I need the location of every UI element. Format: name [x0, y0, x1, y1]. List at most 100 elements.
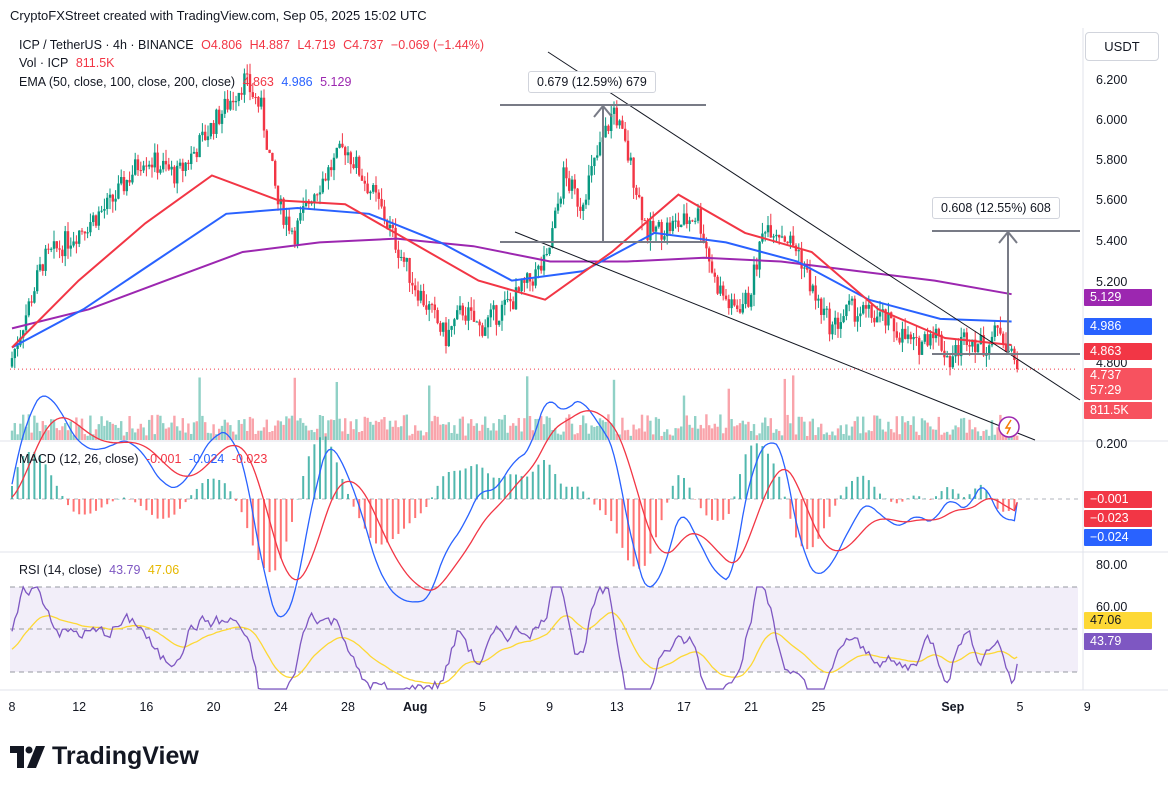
legend-macd-label[interactable]: MACD (12, 26, close) — [19, 452, 139, 466]
volume-bar — [92, 434, 95, 440]
candle — [901, 328, 904, 343]
volume-bar — [1010, 435, 1013, 440]
x-tick-label: 20 — [206, 700, 221, 714]
candle — [517, 287, 520, 292]
candle — [408, 257, 411, 283]
volume-bar — [559, 434, 562, 440]
macd-histogram-bar — [643, 499, 646, 566]
volume-bar — [783, 378, 786, 440]
macd-histogram-bar — [767, 453, 769, 499]
tradingview-logo[interactable]: TradingView — [10, 742, 199, 771]
volume-bar — [136, 428, 140, 440]
macd-histogram-bar — [408, 499, 411, 524]
candle — [114, 198, 117, 202]
macd-histogram-bar — [968, 494, 971, 499]
candle — [92, 215, 95, 223]
volume-bar — [38, 431, 42, 440]
y-tick-label: 5.200 — [1096, 275, 1128, 289]
macd-histogram-bar — [543, 460, 545, 499]
macd-histogram-bar — [828, 499, 831, 517]
candle — [764, 232, 767, 234]
legend-rsi-label[interactable]: RSI (14, close) — [19, 563, 102, 577]
volume-bar — [167, 427, 170, 440]
volume-bar — [282, 424, 285, 440]
candle — [551, 228, 554, 248]
volume-bar — [621, 417, 624, 440]
candle — [58, 248, 61, 250]
y-tick-label: 0.200 — [1096, 437, 1128, 451]
volume-bar — [83, 434, 86, 440]
x-tick-label: 16 — [139, 700, 154, 714]
macd-histogram-bar — [459, 470, 461, 499]
macd-histogram-bar — [901, 499, 904, 502]
y-tick-label: 6.000 — [1096, 113, 1128, 127]
macd-histogram-bar — [554, 474, 557, 499]
candle — [500, 304, 504, 321]
candle — [33, 291, 36, 303]
candle — [584, 199, 588, 205]
candle — [845, 304, 848, 317]
volume-bar — [509, 425, 512, 440]
volume-bar — [548, 417, 551, 440]
macd-histogram-bar — [632, 499, 635, 567]
legend-ema-label[interactable]: EMA (50, close, 100, close, 200, close) — [19, 75, 236, 89]
candle — [976, 344, 980, 353]
candle — [937, 328, 940, 335]
volume-bar — [251, 418, 254, 440]
candle — [1016, 360, 1019, 370]
macd-histogram-bar — [789, 499, 792, 519]
candle — [372, 185, 375, 192]
volume-bar — [666, 429, 669, 440]
volume-bar — [803, 421, 806, 440]
candle — [111, 194, 114, 202]
candle — [402, 256, 406, 262]
volume-bar — [688, 424, 691, 440]
candle — [864, 305, 868, 309]
candle — [131, 174, 134, 183]
candle — [86, 232, 89, 234]
x-tick-label: 24 — [273, 700, 288, 714]
macd-histogram-bar — [442, 476, 445, 499]
macd-histogram-bar — [95, 499, 97, 511]
macd-histogram-bar — [207, 478, 209, 499]
macd-histogram-bar — [839, 495, 842, 499]
legend-vol-label[interactable]: Vol · ICP — [19, 56, 69, 70]
volume-bar — [433, 415, 436, 440]
candle — [859, 313, 862, 317]
volume-bar — [349, 421, 352, 440]
macd-signal-line — [11, 410, 1018, 591]
volume-bar — [579, 425, 582, 440]
volume-bar — [148, 419, 151, 440]
measure-label-left[interactable]: 0.679 (12.59%) 679 — [528, 71, 656, 93]
candle — [853, 298, 856, 322]
volume-bar — [268, 431, 271, 440]
candle — [128, 179, 131, 183]
legend-symbol[interactable]: ICP / TetherUS · 4h · BINANCE — [19, 38, 194, 52]
candle — [27, 301, 30, 316]
candle — [106, 197, 109, 210]
macd-histogram-bar — [436, 485, 439, 499]
volume-bar — [624, 430, 627, 440]
volume-bar — [414, 425, 417, 440]
macd-histogram-bar — [817, 499, 820, 539]
volume-bar — [240, 423, 243, 440]
measure-label-right[interactable]: 0.608 (12.55%) 608 — [932, 197, 1060, 219]
volume-bar — [570, 423, 574, 440]
volume-bar — [876, 415, 879, 440]
x-tick-label: 28 — [341, 700, 355, 714]
currency-button[interactable]: USDT — [1085, 32, 1159, 61]
macd-histogram-bar — [145, 499, 148, 511]
macd-histogram-bar — [957, 493, 960, 499]
volume-bar — [327, 420, 330, 440]
candle — [635, 187, 638, 195]
volume-bar — [562, 431, 565, 440]
candle — [150, 164, 154, 168]
volume-bar — [209, 433, 212, 440]
candle — [817, 298, 820, 301]
volume-bar — [638, 428, 641, 440]
volume-bar — [727, 388, 730, 440]
candle — [736, 305, 739, 310]
volume-bar — [870, 431, 873, 440]
volume-bar — [262, 427, 266, 440]
volume-bar — [596, 425, 599, 440]
